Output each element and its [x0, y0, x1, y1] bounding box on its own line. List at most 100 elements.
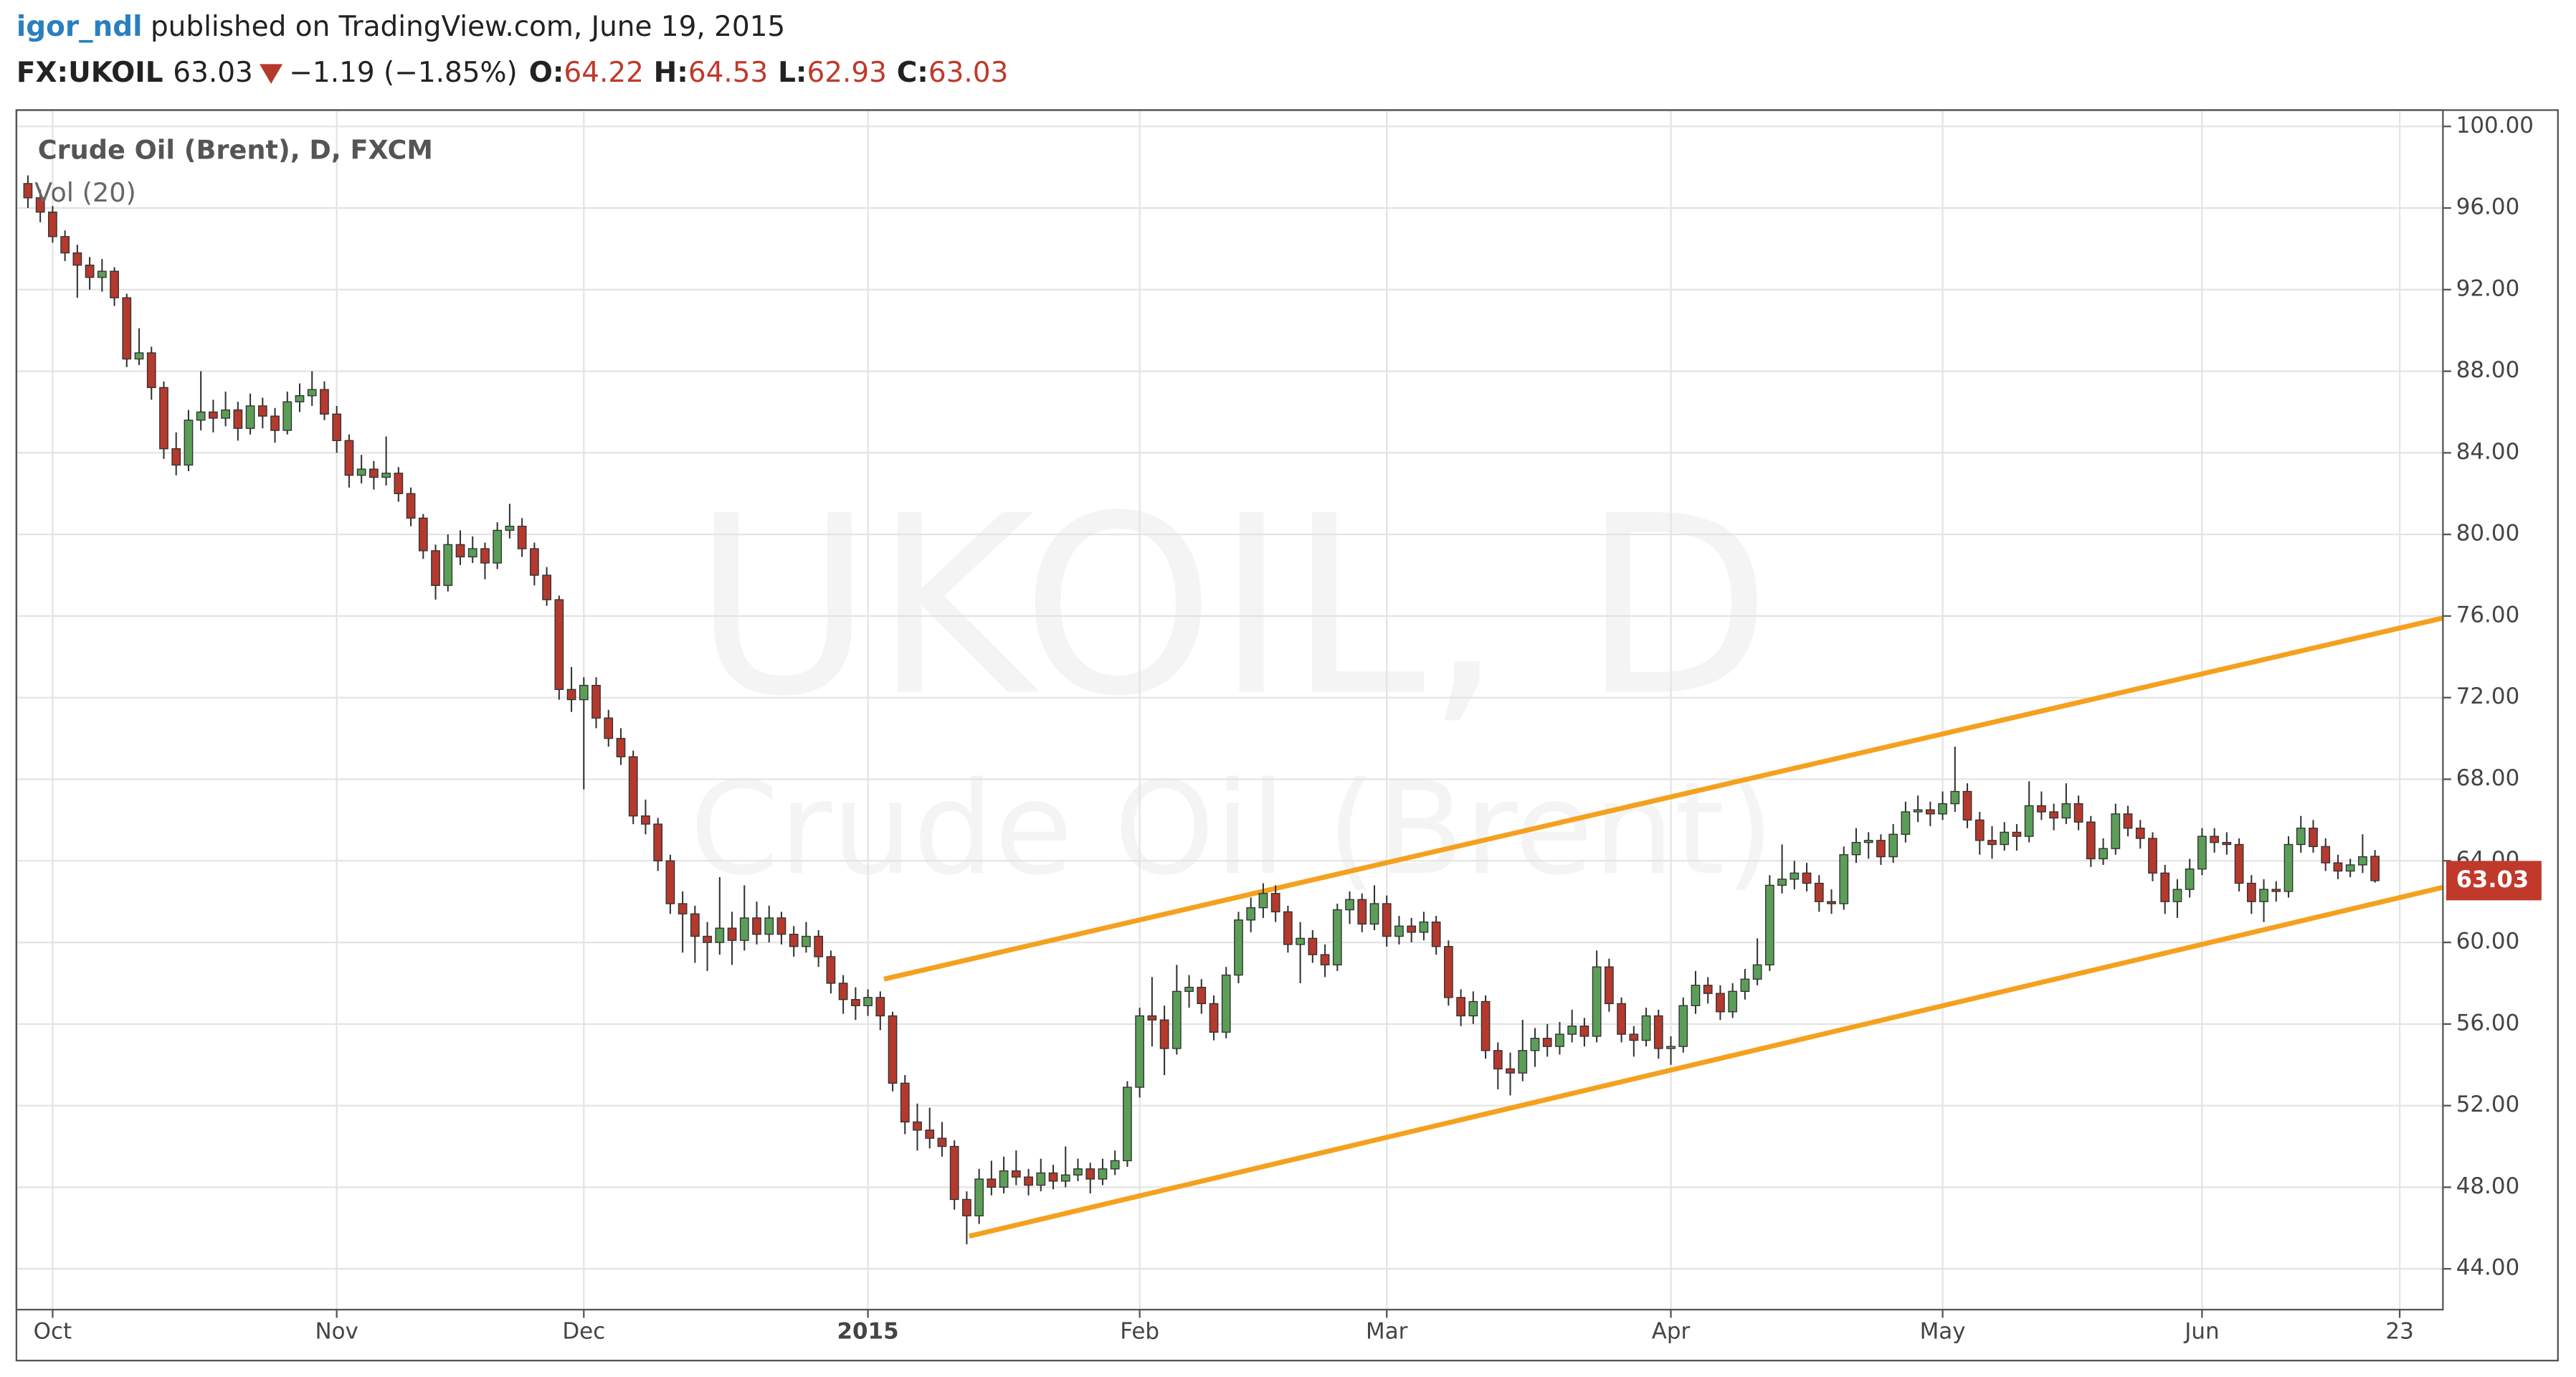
last-price: 63.03	[173, 57, 252, 89]
candle-body	[159, 387, 168, 450]
candle-body	[406, 493, 416, 519]
candle-body	[1728, 990, 1738, 1013]
candle-body	[2148, 838, 2157, 874]
candle-body	[591, 684, 601, 719]
candle-body	[2246, 882, 2256, 902]
candle-body	[1827, 901, 1836, 904]
ohlc-value: 62.93	[807, 57, 886, 89]
candle-body	[962, 1198, 971, 1216]
candle-body	[245, 405, 255, 429]
candle-body	[999, 1170, 1009, 1188]
candle-body	[1703, 985, 1713, 994]
candle-body	[739, 917, 749, 941]
candle-body	[332, 413, 342, 442]
candle-body	[1332, 909, 1342, 966]
candle-body	[1506, 1068, 1515, 1074]
candle-body	[1171, 990, 1182, 1049]
candle-body	[221, 409, 230, 419]
candle-body	[517, 526, 527, 549]
candle-body	[1938, 803, 1947, 815]
candle-body	[1481, 1000, 1491, 1051]
candle-body	[1159, 1019, 1169, 1049]
candle-body	[493, 529, 503, 564]
candle-body	[1085, 1168, 1095, 1180]
candle-body	[505, 526, 515, 531]
candle-body	[146, 352, 156, 389]
x-tick-label: Jun	[2183, 1319, 2219, 1345]
y-tick-label: 52.00	[2456, 1092, 2520, 1117]
candle-body	[1221, 974, 1231, 1033]
candle-body	[1653, 1015, 1663, 1049]
candle-body	[987, 1178, 997, 1188]
candle-body	[542, 574, 551, 600]
candle-body	[171, 448, 181, 466]
candle-body	[1691, 985, 1701, 1006]
candle-body	[209, 411, 218, 419]
watermark: UKOIL, D Crude Oil (Brent)	[690, 464, 1775, 904]
price-marker	[2446, 861, 2542, 901]
candle-body	[776, 917, 786, 935]
quote: FX:UKOIL 63.03	[16, 57, 253, 89]
candle-body	[1184, 986, 1194, 993]
candle-body	[1444, 946, 1453, 998]
candle-body	[1752, 964, 1762, 980]
trend-line	[883, 615, 2444, 982]
candle-body	[1604, 966, 1614, 1005]
candle-body	[1814, 882, 1824, 902]
y-tick-label: 100.00	[2456, 113, 2534, 138]
y-tick-label: 56.00	[2456, 1010, 2520, 1036]
candle-body	[838, 983, 848, 1000]
candle-body	[1110, 1160, 1120, 1170]
candle-body	[1357, 899, 1367, 925]
candle-body	[394, 473, 404, 494]
candle-body	[1258, 893, 1268, 909]
watermark-symbol: UKOIL, D	[693, 464, 1772, 751]
candle-body	[1592, 966, 1602, 1037]
candle-body	[1666, 1046, 1676, 1049]
x-tick-label: Mar	[1366, 1319, 1408, 1345]
candle-body	[1308, 937, 1318, 955]
candle-body	[703, 935, 712, 943]
y-tick-label: 44.00	[2456, 1255, 2520, 1281]
candle-body	[1456, 997, 1465, 1017]
candle-body	[937, 1137, 947, 1148]
x-tick-label: Oct	[34, 1319, 72, 1345]
author[interactable]: igor_ndl	[16, 10, 143, 42]
candle-body	[1987, 840, 1997, 846]
candle-body	[1876, 840, 1886, 858]
x-tick-label: Dec	[562, 1319, 605, 1345]
candle-body	[1790, 872, 1800, 880]
candle-body	[2012, 831, 2022, 837]
candle-body	[789, 933, 799, 947]
y-tick-label: 88.00	[2456, 357, 2520, 383]
candle-body	[900, 1082, 910, 1123]
watermark-name: Crude Oil (Brent)	[690, 754, 1775, 904]
y-tick-label: 80.00	[2456, 521, 2520, 546]
candle-body	[1048, 1172, 1058, 1182]
indicator-label[interactable]: Vol (20)	[34, 177, 136, 208]
candle-body	[295, 395, 305, 402]
candle-body	[196, 411, 206, 421]
y-tick-label: 84.00	[2456, 439, 2520, 465]
candle-body	[2210, 836, 2220, 843]
candle-body	[1678, 1005, 1688, 1047]
candle-body	[1740, 978, 1750, 993]
ohlc-value: 64.53	[688, 57, 768, 89]
candle-body	[1579, 1025, 1589, 1037]
candle-body	[1394, 925, 1404, 937]
candle-body	[1567, 1025, 1577, 1035]
candle-body	[97, 270, 107, 278]
candle-body	[2123, 813, 2133, 829]
candle-body	[566, 688, 576, 701]
candle-body	[604, 717, 614, 739]
y-tick-label: 92.00	[2456, 275, 2520, 301]
candle-body	[1320, 954, 1330, 966]
candle-body	[2073, 803, 2083, 823]
candle-body	[875, 997, 885, 1017]
candle-body	[110, 270, 119, 298]
candle-body	[1839, 854, 1849, 904]
candle-body	[616, 737, 626, 757]
candle-body	[850, 999, 860, 1006]
x-tick-label: Feb	[1120, 1319, 1159, 1345]
